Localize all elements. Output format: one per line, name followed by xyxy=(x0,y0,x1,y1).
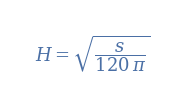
Text: $H = \sqrt{\dfrac{s}{120\,\pi}}$: $H = \sqrt{\dfrac{s}{120\,\pi}}$ xyxy=(35,33,151,74)
